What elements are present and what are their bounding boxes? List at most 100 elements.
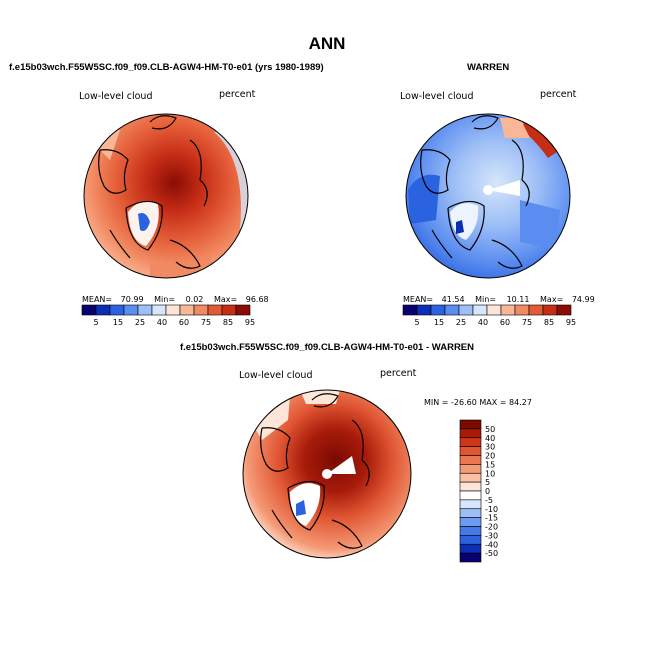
panel2-max: 74.99: [571, 295, 595, 304]
panel2-colorbar-swatch: [458, 304, 474, 316]
panel2-map-border: [405, 113, 571, 279]
panel3-colorbar-swatch: [459, 437, 482, 447]
panel3-colorbar-tick-label: 20: [485, 452, 495, 461]
panel1-colorbar-swatch: [207, 304, 223, 316]
panel2-colorbar-tick-label: 5: [414, 318, 419, 327]
panel1-colorbar-tick-label: 5: [93, 318, 98, 327]
panel1-min-label: Min=: [154, 295, 176, 304]
panel2-stats: MEAN= 41.54 Min= 10.11 Max= 74.99: [403, 295, 595, 304]
panel1-colorbar-tick-label: 25: [135, 318, 145, 327]
panel2-colorbar-tick-label: 60: [500, 318, 510, 327]
panel3-coastlines: [260, 393, 370, 549]
panel2-colorbar-tick-label: 75: [522, 318, 532, 327]
panel1-min: 0.02: [185, 295, 204, 304]
panel3-colorbar-tick-label: -20: [485, 523, 498, 532]
panel3-colorbar-tick-label: 50: [485, 425, 495, 434]
panel2-coastlines: [420, 115, 530, 269]
panel1-max-label: Max=: [213, 295, 238, 304]
panel1-colorbar-tick-label: 40: [157, 318, 167, 327]
panel3-colorbar-swatch: [459, 543, 482, 554]
panel2-colorbar-swatch: [542, 304, 558, 316]
panel2-title: Low-level cloud: [400, 91, 474, 102]
panel3-colorbar-tick-label: -30: [485, 531, 498, 540]
panel3-colorbar-tick-label: 0: [485, 487, 490, 496]
panel3-colorbar-swatch: [459, 481, 482, 492]
panel1-map-border: [83, 113, 249, 279]
panel1-colorbar: 5 15 25 40 60 75 85 95: [81, 304, 255, 327]
panel2-colorbar-swatch: [402, 304, 418, 316]
panel2-colorbar-swatch: [514, 304, 530, 316]
page-title: ANN: [308, 34, 346, 53]
panel1-colorbar-tick-label: 75: [201, 318, 211, 327]
panel1-colorbar-tick-label: 95: [245, 318, 255, 327]
panel1-colorbar-swatch: [235, 304, 251, 316]
panel1-mean: 70.99: [120, 295, 144, 304]
panel1-colorbar-swatch: [165, 304, 181, 316]
subtitle-difference: f.e15b03wch.F55W5SC.f09_f09.CLB-AGW4-HM-…: [179, 342, 475, 353]
panel2-colorbar-swatch: [430, 304, 446, 316]
panel3-title: Low-level cloud: [239, 370, 313, 381]
panel3-colorbar-tick-label: 30: [485, 443, 495, 452]
panel2-max-label: Max=: [540, 295, 564, 304]
panel2-colorbar-swatch: [444, 304, 460, 316]
panel2-min-label: Min=: [475, 295, 497, 304]
panel3-colorbar-swatch: [459, 446, 482, 456]
panel3-colorbar-swatch: [459, 535, 482, 545]
panel3-colorbar-swatch: [459, 464, 482, 474]
panel1-colorbar-swatch: [137, 304, 153, 316]
panel1-mean-label: MEAN=: [82, 295, 113, 304]
panel1-coastlines: [98, 115, 208, 269]
panel3-colorbar-tick-label: -5: [485, 496, 493, 505]
panel2-colorbar-swatch: [528, 304, 544, 316]
panel2-colorbar-tick-label: 40: [478, 318, 488, 327]
panel3-colorbar-tick-label: 40: [485, 434, 495, 443]
panel2-colorbar-tick-label: 85: [544, 318, 554, 327]
panel2-min: 10.11: [506, 295, 530, 304]
panel3-colorbar-tick-label: -10: [485, 505, 498, 514]
panel1-colorbar-swatch: [123, 304, 139, 316]
panel3-minmax: MIN = -26.60 MAX = 84.27: [424, 398, 532, 407]
panel3-colorbar-swatch: [459, 419, 482, 430]
panel3-colorbar-tick-label: 15: [485, 460, 495, 469]
panel3-colorbar-tick-label: -40: [485, 540, 498, 549]
panel3-colorbar-swatch: [459, 428, 482, 439]
panel3-colorbar-swatch: [459, 517, 482, 527]
subtitle-model: f.e15b03wch.F55W5SC.f09_f09.CLB-AGW4-HM-…: [9, 62, 324, 73]
panel1-colorbar-tick-label: 85: [223, 318, 233, 327]
panel1-stats: MEAN= 70.99 Min= 0.02 Max= 96.68: [82, 295, 269, 304]
panel1-max: 96.68: [245, 295, 269, 304]
panel1-title: Low-level cloud: [79, 91, 153, 102]
panel3-colorbar-swatch: [459, 508, 482, 518]
panel2-map: [406, 114, 570, 278]
panel1-colorbar-swatch: [179, 304, 195, 316]
panel2-colorbar: 5 15 25 40 60 75 85 95: [402, 304, 576, 327]
panel2-units: percent: [540, 89, 577, 100]
panel1-colorbar-swatch: [221, 304, 237, 316]
panel2-colorbar-swatch: [416, 304, 432, 316]
panel1-colorbar-swatch: [81, 304, 97, 316]
panel2-colorbar-tick-label: 95: [566, 318, 576, 327]
panel3-colorbar-swatch: [459, 552, 482, 563]
panel3-colorbar-tick-label: -15: [485, 514, 498, 523]
panel1-units: percent: [219, 89, 256, 100]
panel1-colorbar-tick-label: 15: [113, 318, 123, 327]
panel1-colorbar-swatch: [151, 304, 167, 316]
panel3-colorbar-swatch: [459, 526, 482, 536]
panel1-colorbar-swatch: [95, 304, 111, 316]
subtitle-warren: WARREN: [467, 62, 510, 73]
panel2-colorbar-swatch: [486, 304, 502, 316]
panel2-mean: 41.54: [441, 295, 465, 304]
panel2-colorbar-tick-label: 15: [434, 318, 444, 327]
panel3-colorbar-tick-label: 10: [485, 469, 495, 478]
panel3-colorbar-swatch: [459, 490, 482, 501]
panel1-colorbar-swatch: [109, 304, 125, 316]
panel2-colorbar-swatch: [556, 304, 572, 316]
panel3-colorbar-tick-label: -50: [485, 549, 498, 558]
panel3-map-border: [242, 389, 412, 559]
panel3-colorbar-swatch: [459, 472, 482, 483]
panel3-units: percent: [380, 368, 417, 379]
panel2-mean-label: MEAN=: [403, 295, 434, 304]
panel3-colorbar-tick-label: 5: [485, 478, 490, 487]
